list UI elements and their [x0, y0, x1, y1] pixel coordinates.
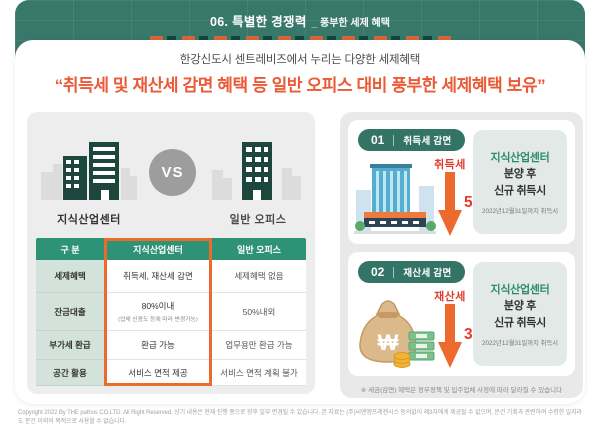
down-arrow-icon — [438, 304, 462, 368]
office-figure: 일반 오피스 — [210, 138, 306, 227]
table-header-office: 일반 오피스 — [212, 238, 306, 260]
knowledge-center-label: 지식산업센터 — [57, 214, 121, 226]
table-cell: 업무용만 환급 가능 — [212, 331, 306, 360]
banner-title: 06. 특별한 경쟁력 — [210, 15, 307, 29]
table-cell: 50%내외 — [212, 293, 306, 331]
table-row-label: 공간 활용 — [36, 360, 104, 386]
benefit-condition-panel: 지식산업센터 분양 후 신규 취득시 2022년12월31일까지 취득시 — [473, 262, 567, 366]
table-cell: 서비스 면적 계획 불가 — [212, 360, 306, 386]
knowledge-center-building-icon — [41, 142, 137, 200]
table-cell: 환급 가능 — [104, 331, 212, 360]
tax-name-label: 취득세 — [434, 159, 466, 171]
down-arrow-icon — [438, 172, 462, 236]
city-building-illustration — [354, 164, 436, 234]
benefit-line: 신규 취득시 — [494, 316, 546, 329]
svg-text:₩: ₩ — [378, 330, 399, 355]
banner-text: 06. 특별한 경쟁력 _ 풍부한 세제 혜택 — [15, 0, 585, 31]
benefit-card-property-tax: 02 재산세 감면 ₩ — [348, 252, 575, 376]
badge-divider — [393, 134, 395, 146]
benefit-deadline-note: 2022년12월31일까지 취득시 — [481, 207, 559, 215]
comparison-table: 구 분 지식산업센터 일반 오피스 세제혜택 취득세, 재산세 감면 세제혜택 … — [36, 238, 306, 386]
card-number: 02 — [371, 265, 385, 279]
card-badge: 02 재산세 감면 — [358, 261, 465, 283]
benefit-title: 지식산업센터 — [490, 152, 550, 165]
content-card: 한강신도시 센트레비즈에서 누리는 다양한 세제혜택 “취득세 및 재산세 감면… — [15, 40, 585, 404]
benefit-deadline-note: 2022년12월31일까지 취득시 — [481, 339, 559, 347]
table-header-knowledge-center: 지식산업센터 — [104, 238, 212, 260]
card-title: 재산세 감면 — [403, 268, 452, 279]
vs-badge: VS — [149, 149, 196, 196]
knowledge-center-figure: 지식산업센터 — [41, 138, 137, 227]
benefit-card-acquisition-tax: 01 취득세 감면 — [348, 120, 575, 244]
benefit-line: 분양 후 — [503, 300, 537, 313]
table-cell: 서비스 면적 제공 — [104, 360, 212, 386]
headline: 한강신도시 센트레비즈에서 누리는 다양한 세제혜택 “취득세 및 재산세 감면… — [15, 51, 585, 96]
benefit-condition-panel: 지식산업센터 분양 후 신규 취득시 2022년12월31일까지 취득시 — [473, 130, 567, 234]
benefit-line: 분양 후 — [503, 168, 537, 181]
table-cell: 80%이내 (업체 신용도 등에 따라 변경가능) — [104, 293, 212, 331]
money-bag-illustration: ₩ — [359, 300, 435, 368]
copyright-line: Copyright 2022 By THE pathos CO.LTD. All… — [18, 410, 582, 424]
benefit-line: 신규 취득시 — [494, 184, 546, 197]
tax-name-label: 재산세 — [434, 291, 466, 303]
table-row-label: 부가세 환급 — [36, 331, 104, 360]
tax-disclaimer-note: ※ 세금(감면) 혜택은 정부정책 및 입주업체 사정에 따라 달라질 수 있습… — [360, 387, 563, 394]
office-label: 일반 오피스 — [229, 214, 287, 226]
table-row-label: 세제혜택 — [36, 260, 104, 293]
table-row-label: 잔금대출 — [36, 293, 104, 331]
banner-subtitle: _ 풍부한 세제 혜택 — [311, 18, 390, 29]
office-building-icon — [212, 142, 301, 200]
table-cell: 세제혜택 없음 — [212, 260, 306, 293]
benefit-title: 지식산업센터 — [490, 284, 550, 297]
comparison-panel: 지식산업센터 VS — [27, 112, 315, 394]
table-cell: 취득세, 재산세 감면 — [104, 260, 212, 293]
table-cell-note: (업체 신용도 등에 따라 변경가능) — [118, 317, 198, 323]
card-badge: 01 취득세 감면 — [358, 129, 465, 151]
card-number: 01 — [371, 133, 385, 147]
table-header-category: 구 분 — [36, 238, 104, 260]
card-title: 취득세 감면 — [403, 136, 452, 147]
headline-main: “취득세 및 재산세 감면 혜택 등 일반 오피스 대비 풍부한 세제혜택 보유… — [54, 76, 546, 95]
headline-sub: 한강신도시 센트레비즈에서 누리는 다양한 세제혜택 — [179, 54, 421, 66]
table-cell-main: 80%이내 — [141, 301, 175, 311]
badge-divider — [393, 266, 395, 278]
benefit-panel: 01 취득세 감면 — [340, 112, 583, 398]
